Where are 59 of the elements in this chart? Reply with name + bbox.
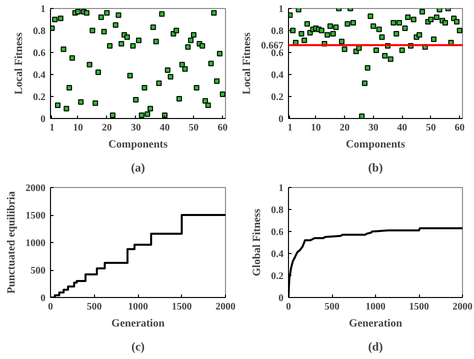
- y-tick-label: 0.2: [271, 271, 284, 282]
- y-tick-label: 1500: [26, 210, 46, 222]
- y-tick-label: 0.4: [33, 70, 46, 81]
- x-axis-title: Components: [108, 138, 168, 150]
- x-tick-label: 1000: [366, 302, 386, 312]
- x-tick-label: 60: [218, 122, 228, 134]
- x-tick-label: 1: [49, 122, 54, 134]
- y-tick-label: 0.6: [33, 48, 46, 59]
- y-tick-label: 0.8: [271, 205, 284, 216]
- x-tick-label: 1: [287, 122, 292, 134]
- x-tick-label: 500: [324, 302, 340, 312]
- y-axis-title: Local Fitness: [13, 32, 25, 95]
- y-tick-label: 0.8: [33, 26, 46, 37]
- y-tick-label: 2000: [26, 183, 46, 194]
- x-tick-label: 0: [286, 302, 291, 312]
- y-tick-label: 0.8: [271, 26, 284, 37]
- y-tick-label: 1: [278, 4, 284, 15]
- x-tick-label: 50: [188, 122, 199, 134]
- x-tick-label: 2000: [452, 302, 472, 312]
- y-axis-title: Punctuated equilibria: [6, 190, 18, 294]
- text: (c): [131, 340, 145, 354]
- y-tick-label: 0.6: [271, 48, 284, 59]
- x-axis-title: Generation: [348, 318, 402, 330]
- y-tick-label: 0.2: [271, 92, 284, 103]
- x-tick-label: 10: [72, 122, 83, 134]
- y-tick-label: 0: [278, 293, 284, 304]
- x-tick-label: 40: [160, 122, 170, 134]
- x-tick-label: 1500: [172, 302, 192, 312]
- x-tick-label: 1500: [409, 302, 429, 312]
- x-tick-label: 20: [102, 122, 112, 134]
- x-axis-title: Generation: [111, 318, 165, 330]
- y-tick-label: 1: [278, 183, 284, 194]
- x-tick-label: 0: [48, 302, 53, 312]
- x-axis-title: Components: [346, 138, 406, 150]
- y-tick-label: 0.4: [271, 70, 284, 81]
- x-tick-label: 1000: [128, 302, 148, 312]
- y-tick-label: 500: [30, 266, 46, 276]
- y-tick-label: 0.6: [271, 227, 284, 238]
- text: (d): [368, 340, 383, 354]
- text: (a): [131, 160, 146, 174]
- x-tick-label: 30: [130, 122, 141, 134]
- y-tick-label: 0.2: [33, 92, 46, 103]
- y-axis-title: Global Fitness: [251, 208, 263, 276]
- x-tick-label: 40: [397, 122, 408, 134]
- x-tick-label: 30: [368, 122, 378, 134]
- x-tick-label: 2000: [216, 302, 236, 312]
- y-tick-label: 1000: [26, 238, 46, 249]
- x-tick-label: 20: [340, 122, 350, 134]
- y-tick-label: 1: [40, 4, 46, 15]
- x-tick-label: 60: [454, 122, 465, 134]
- y-tick-label: 0: [40, 114, 46, 125]
- x-tick-label: 10: [310, 122, 321, 134]
- x-tick-label: 50: [426, 122, 436, 134]
- y-tick-label: 0: [40, 293, 46, 304]
- y-axis-title: Local Fitness: [241, 32, 253, 95]
- y-tick-label: 0.4: [271, 249, 284, 260]
- text: (b): [368, 160, 383, 174]
- y-tick-label: 0: [278, 114, 284, 125]
- x-tick-label: 500: [86, 302, 102, 312]
